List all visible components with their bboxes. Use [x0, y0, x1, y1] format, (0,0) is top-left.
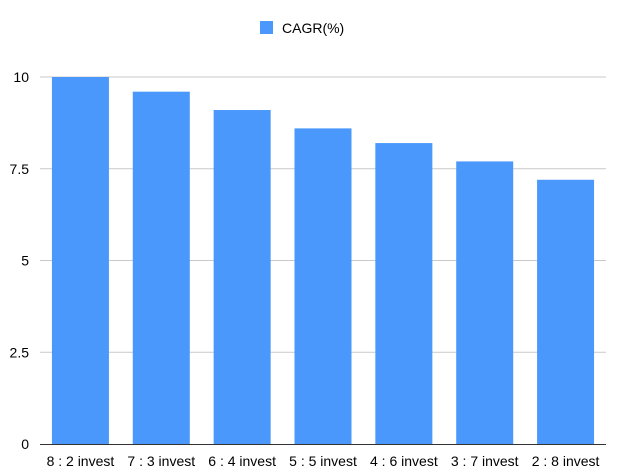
bar — [213, 110, 271, 444]
x-tick-label: 5 : 5 invest — [289, 453, 357, 469]
legend-swatch — [260, 21, 273, 34]
y-tick-label: 5 — [21, 253, 29, 269]
x-tick-label: 2 : 8 invest — [532, 453, 600, 469]
x-tick-label: 7 : 3 invest — [127, 453, 195, 469]
bar — [294, 128, 352, 444]
bars — [51, 77, 595, 445]
y-tick-label: 10 — [13, 69, 29, 85]
x-tick-label: 4 : 6 invest — [370, 453, 438, 469]
y-tick-label: 7.5 — [10, 161, 30, 177]
legend: CAGR(%) — [260, 20, 344, 36]
x-tick-label: 3 : 7 invest — [451, 453, 519, 469]
bar — [51, 77, 109, 444]
bar — [375, 143, 433, 444]
bar — [537, 179, 595, 444]
y-axis-tick-labels: 0 2.5 5 7.5 10 — [10, 69, 30, 452]
y-tick-label: 0 — [21, 436, 29, 452]
x-tick-label: 8 : 2 invest — [47, 453, 115, 469]
bar — [456, 161, 514, 444]
bar — [132, 91, 190, 445]
x-tick-label: 6 : 4 invest — [208, 453, 276, 469]
legend-label: CAGR(%) — [282, 20, 344, 36]
y-tick-label: 2.5 — [10, 344, 30, 360]
x-axis-tick-labels: 8 : 2 invest 7 : 3 invest 6 : 4 invest 5 : … — [47, 453, 600, 469]
